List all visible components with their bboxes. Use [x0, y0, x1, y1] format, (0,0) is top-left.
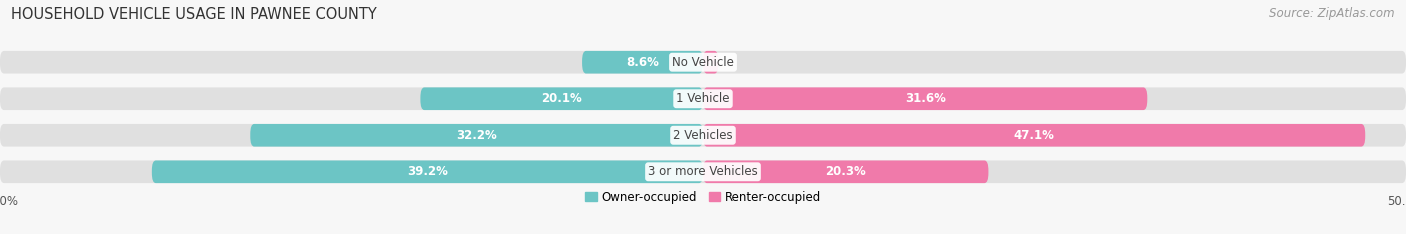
Text: HOUSEHOLD VEHICLE USAGE IN PAWNEE COUNTY: HOUSEHOLD VEHICLE USAGE IN PAWNEE COUNTY [11, 7, 377, 22]
FancyBboxPatch shape [0, 124, 1406, 146]
FancyBboxPatch shape [703, 161, 988, 183]
FancyBboxPatch shape [703, 124, 1365, 146]
Text: 31.6%: 31.6% [904, 92, 946, 105]
Text: 3 or more Vehicles: 3 or more Vehicles [648, 165, 758, 178]
Text: 32.2%: 32.2% [457, 129, 496, 142]
Text: Source: ZipAtlas.com: Source: ZipAtlas.com [1270, 7, 1395, 20]
Text: 20.1%: 20.1% [541, 92, 582, 105]
FancyBboxPatch shape [703, 88, 1147, 110]
FancyBboxPatch shape [0, 51, 1406, 73]
FancyBboxPatch shape [0, 161, 1406, 183]
FancyBboxPatch shape [582, 51, 703, 73]
FancyBboxPatch shape [250, 124, 703, 146]
Text: No Vehicle: No Vehicle [672, 56, 734, 69]
FancyBboxPatch shape [152, 161, 703, 183]
Text: 8.6%: 8.6% [626, 56, 659, 69]
Text: 1 Vehicle: 1 Vehicle [676, 92, 730, 105]
Text: 20.3%: 20.3% [825, 165, 866, 178]
FancyBboxPatch shape [0, 88, 1406, 110]
Text: 1.1%: 1.1% [695, 56, 727, 69]
Text: 2 Vehicles: 2 Vehicles [673, 129, 733, 142]
FancyBboxPatch shape [703, 51, 718, 73]
FancyBboxPatch shape [420, 88, 703, 110]
Text: 47.1%: 47.1% [1014, 129, 1054, 142]
Legend: Owner-occupied, Renter-occupied: Owner-occupied, Renter-occupied [585, 191, 821, 204]
Text: 39.2%: 39.2% [406, 165, 449, 178]
